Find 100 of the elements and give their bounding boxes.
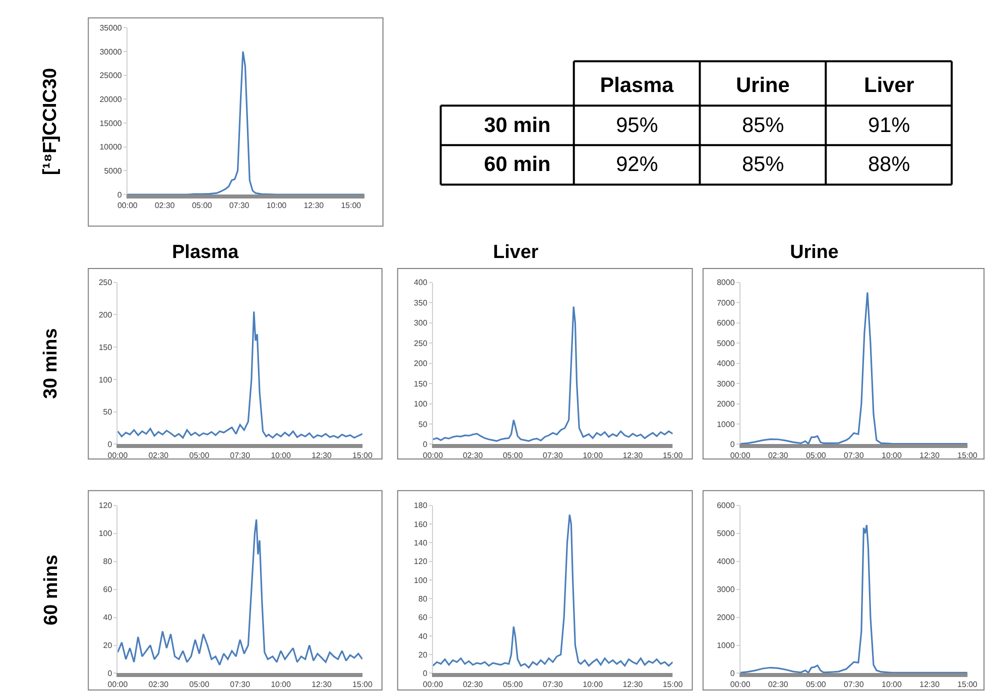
- y-tick-label: 20: [418, 650, 428, 660]
- y-tick-label: 1000: [716, 641, 736, 650]
- x-tick-label: 07:30: [844, 450, 864, 460]
- chart-title: Plasma: [172, 242, 239, 263]
- y-tick-label: 3000: [716, 379, 736, 388]
- y-tick-label: 10000: [100, 142, 122, 152]
- x-tick-label: 02:30: [148, 680, 170, 689]
- y-tick-label: 250: [98, 278, 113, 288]
- y-tick-label: 7000: [716, 298, 736, 308]
- y-tick-label: 6000: [716, 501, 736, 510]
- y-tick-label: 1000: [716, 420, 736, 429]
- x-tick-label: 10:00: [582, 680, 604, 689]
- x-tick-label: 02:30: [768, 450, 789, 460]
- x-tick-label: 12:30: [312, 450, 332, 460]
- y-tick-label: 100: [98, 529, 113, 538]
- x-tick-label: 15:00: [352, 450, 373, 460]
- x-tick-label: 05:00: [502, 450, 524, 460]
- y-tick-label: 4000: [716, 359, 736, 368]
- x-tick-label: 07:30: [230, 450, 251, 460]
- y-tick-label: 100: [98, 375, 113, 384]
- y-tick-label: 80: [103, 557, 113, 566]
- x-tick-label: 10:00: [270, 680, 292, 689]
- y-tick-label: 2000: [716, 613, 736, 622]
- x-tick-label: 05:00: [189, 450, 210, 460]
- y-tick-label: 2000: [716, 400, 736, 409]
- x-tick-label: 02:30: [154, 201, 176, 210]
- x-tick-label: 10:00: [266, 201, 288, 210]
- x-tick-label: 05:00: [502, 680, 524, 689]
- x-tick-label: 15:00: [662, 680, 684, 689]
- x-tick-label: 12:30: [622, 680, 644, 689]
- x-tick-label: 07:30: [542, 680, 564, 689]
- y-tick-label: 35000: [100, 23, 122, 32]
- y-tick-label: 200: [98, 310, 113, 320]
- x-tick-label: 15:00: [662, 450, 684, 460]
- x-tick-label: 12:30: [920, 680, 940, 689]
- line-series: [432, 514, 673, 668]
- x-tick-label: 15:00: [957, 450, 978, 460]
- x-tick-label: 05:00: [806, 450, 827, 460]
- x-tick-label: 00:00: [422, 680, 444, 689]
- x-tick-label: 07:30: [230, 680, 251, 689]
- y-tick-label: 0: [117, 190, 122, 200]
- category-label: 30 min: [484, 114, 551, 137]
- y-tick-label: 250: [414, 338, 428, 348]
- y-tick-label: 120: [98, 501, 113, 510]
- line-series: [118, 518, 362, 666]
- x-tick-label: 00:00: [108, 450, 128, 460]
- y-tick-label: 8000: [716, 278, 736, 288]
- x-tick-label: 10:00: [882, 450, 902, 460]
- x-tick-label: 10:00: [582, 450, 604, 460]
- y-tick-label: 400: [414, 278, 428, 288]
- y-tick-label: 0: [108, 440, 113, 450]
- text: 88%: [868, 153, 910, 176]
- y-tick-label: 0: [422, 440, 428, 450]
- x-tick-label: 00:00: [108, 680, 128, 689]
- x-tick-label: 02:30: [462, 680, 484, 689]
- category-label: Liver: [864, 74, 914, 97]
- x-tick-label: 15:00: [352, 680, 373, 689]
- x-tick-label: 07:30: [229, 201, 250, 210]
- x-tick-label: 02:30: [148, 450, 170, 460]
- y-tick-label: 20000: [100, 94, 122, 104]
- x-tick-label: 15:00: [957, 680, 978, 689]
- chart-title: Liver: [493, 242, 540, 263]
- y-tick-label: 4000: [716, 557, 736, 566]
- y-tick-label: 140: [414, 538, 428, 548]
- text: 95%: [616, 114, 658, 137]
- x-tick-label: 10:00: [270, 450, 292, 460]
- x-tick-label: 12:30: [920, 450, 940, 460]
- x-tick-label: 00:00: [422, 450, 444, 460]
- text: 91%: [868, 114, 910, 137]
- line-series: [127, 50, 364, 195]
- x-tick-label: 07:30: [542, 450, 564, 460]
- text: 85%: [742, 114, 784, 137]
- y-tick-label: 40: [418, 632, 428, 641]
- x-tick-label: 07:30: [844, 680, 864, 689]
- y-tick-label: 0: [730, 669, 736, 678]
- y-tick-label: 150: [98, 342, 113, 352]
- y-tick-label: 100: [414, 400, 428, 409]
- y-tick-label: 300: [414, 318, 428, 328]
- y-tick-label: 0: [730, 440, 736, 450]
- x-tick-label: 05:00: [192, 201, 213, 210]
- x-tick-label: 10:00: [882, 680, 902, 689]
- line-series: [740, 292, 968, 444]
- y-tick-label: 50: [103, 408, 113, 417]
- y-tick-label: 5000: [104, 166, 122, 176]
- category-label: 60 min: [484, 153, 551, 176]
- category-label: Urine: [736, 74, 790, 97]
- y-tick-label: 0: [108, 669, 113, 678]
- y-tick-label: 150: [414, 379, 428, 388]
- y-tick-label: 5000: [716, 529, 736, 538]
- x-tick-label: 15:00: [340, 201, 362, 210]
- x-tick-label: 12:30: [312, 680, 332, 689]
- text: 85%: [742, 153, 784, 176]
- x-tick-label: 02:30: [768, 680, 789, 689]
- line-series: [740, 524, 968, 674]
- y-tick-label: 120: [414, 557, 428, 566]
- y-tick-label: 100: [414, 576, 428, 585]
- y-tick-label: 25000: [100, 71, 122, 80]
- y-tick-label: 15000: [100, 118, 122, 128]
- y-axis-title: 30 mins: [40, 328, 62, 399]
- x-tick-label: 05:00: [189, 680, 210, 689]
